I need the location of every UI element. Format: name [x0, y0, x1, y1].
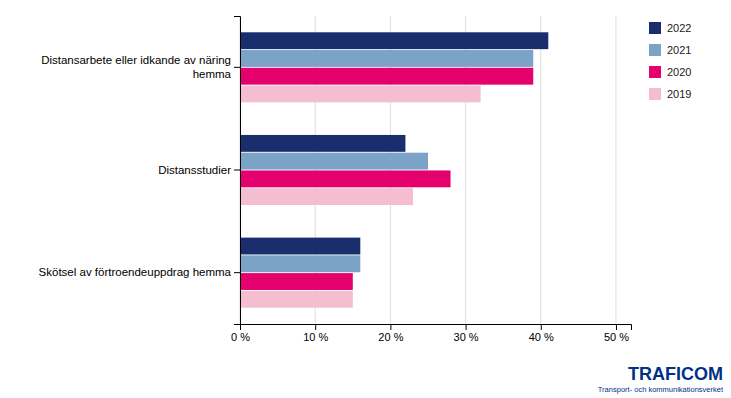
y-tick-label: Skötsel av förtroendeuppdrag hemma [39, 266, 232, 278]
bar [240, 50, 533, 67]
y-tick: Distansarbete eller idkande av näring hem… [41, 54, 240, 79]
bar [240, 32, 548, 49]
legend-item: 2021 [649, 44, 691, 56]
y-tick-label-line: Distansarbete eller idkande av näring [41, 54, 231, 66]
bar [240, 68, 533, 85]
y-tick-label: Distansarbete eller idkande av näring hem… [41, 54, 231, 79]
y-tick-mark [234, 67, 240, 68]
x-tick-mark [466, 324, 467, 330]
legend-item: 2019 [649, 88, 691, 100]
x-axis: 0 % 10 % 20 % 30 % 40 % 50 % [231, 324, 631, 343]
legend-item: 2022 [649, 22, 691, 34]
bar [240, 255, 360, 272]
bar [240, 170, 451, 187]
x-tick: 30 % [454, 324, 479, 343]
x-tick: 20 % [378, 324, 403, 343]
y-tick-mark [234, 272, 240, 273]
y-tick: Distansstudier [158, 164, 240, 176]
x-tick-mark [616, 324, 617, 330]
legend-swatch [649, 66, 661, 78]
bar [240, 188, 413, 205]
legend-item: 2020 [649, 66, 691, 78]
y-tick-label-line: Distansstudier [158, 164, 231, 176]
legend-label: 2019 [667, 88, 691, 100]
bar [240, 273, 353, 290]
y-tick-label-line: Skötsel av förtroendeuppdrag hemma [39, 266, 232, 278]
bar [240, 135, 405, 152]
x-tick-label: 10 % [303, 331, 328, 343]
plot: 0 % 10 % 20 % 30 % 40 % 50 % Skötsel av förtro… [39, 16, 632, 343]
x-tick: 10 % [303, 324, 328, 343]
x-tick: 40 % [529, 324, 554, 343]
bar [240, 153, 428, 170]
grid-line [615, 16, 616, 324]
legend-swatch [649, 22, 661, 34]
annotation: Transport- och kommunikationsverket [598, 385, 724, 394]
x-tick-mark [315, 324, 316, 330]
y-tick-label-line: hemma [193, 68, 232, 80]
bar [240, 291, 353, 308]
annotations: TRAFICOMTransport- och kommunikationsver… [598, 364, 724, 394]
y-axis: Skötsel av förtroendeuppdrag hemma Distan… [39, 17, 241, 325]
bar [240, 86, 481, 103]
legend-label: 2021 [667, 44, 691, 56]
grid-line [540, 16, 541, 324]
legend-swatch [649, 44, 661, 56]
x-tick-mark [541, 324, 542, 330]
legend: 2022 2021 2020 2019 [649, 22, 691, 100]
x-axis-line [241, 325, 632, 331]
y-tick-label: Distansstudier [158, 164, 231, 176]
y-axis-line [234, 17, 241, 325]
x-tick-label: 0 % [231, 331, 250, 343]
bars [240, 32, 548, 307]
legend-swatch [649, 88, 661, 100]
annotation: TRAFICOM [628, 364, 723, 384]
x-tick-label: 40 % [529, 331, 554, 343]
x-tick-label: 30 % [454, 331, 479, 343]
legend-label: 2022 [667, 22, 691, 34]
x-tick-mark [390, 324, 391, 330]
y-tick-mark [234, 170, 240, 171]
x-tick: 50 % [604, 324, 629, 343]
legend-label: 2020 [667, 66, 691, 78]
grid [240, 16, 616, 324]
y-tick: Skötsel av förtroendeuppdrag hemma [39, 266, 240, 278]
bar [240, 238, 360, 255]
x-tick: 0 % [231, 324, 250, 343]
chart: 0 % 10 % 20 % 30 % 40 % 50 % Skötsel av förtro… [0, 0, 731, 398]
x-tick-label: 20 % [378, 331, 403, 343]
x-tick-label: 50 % [604, 331, 629, 343]
